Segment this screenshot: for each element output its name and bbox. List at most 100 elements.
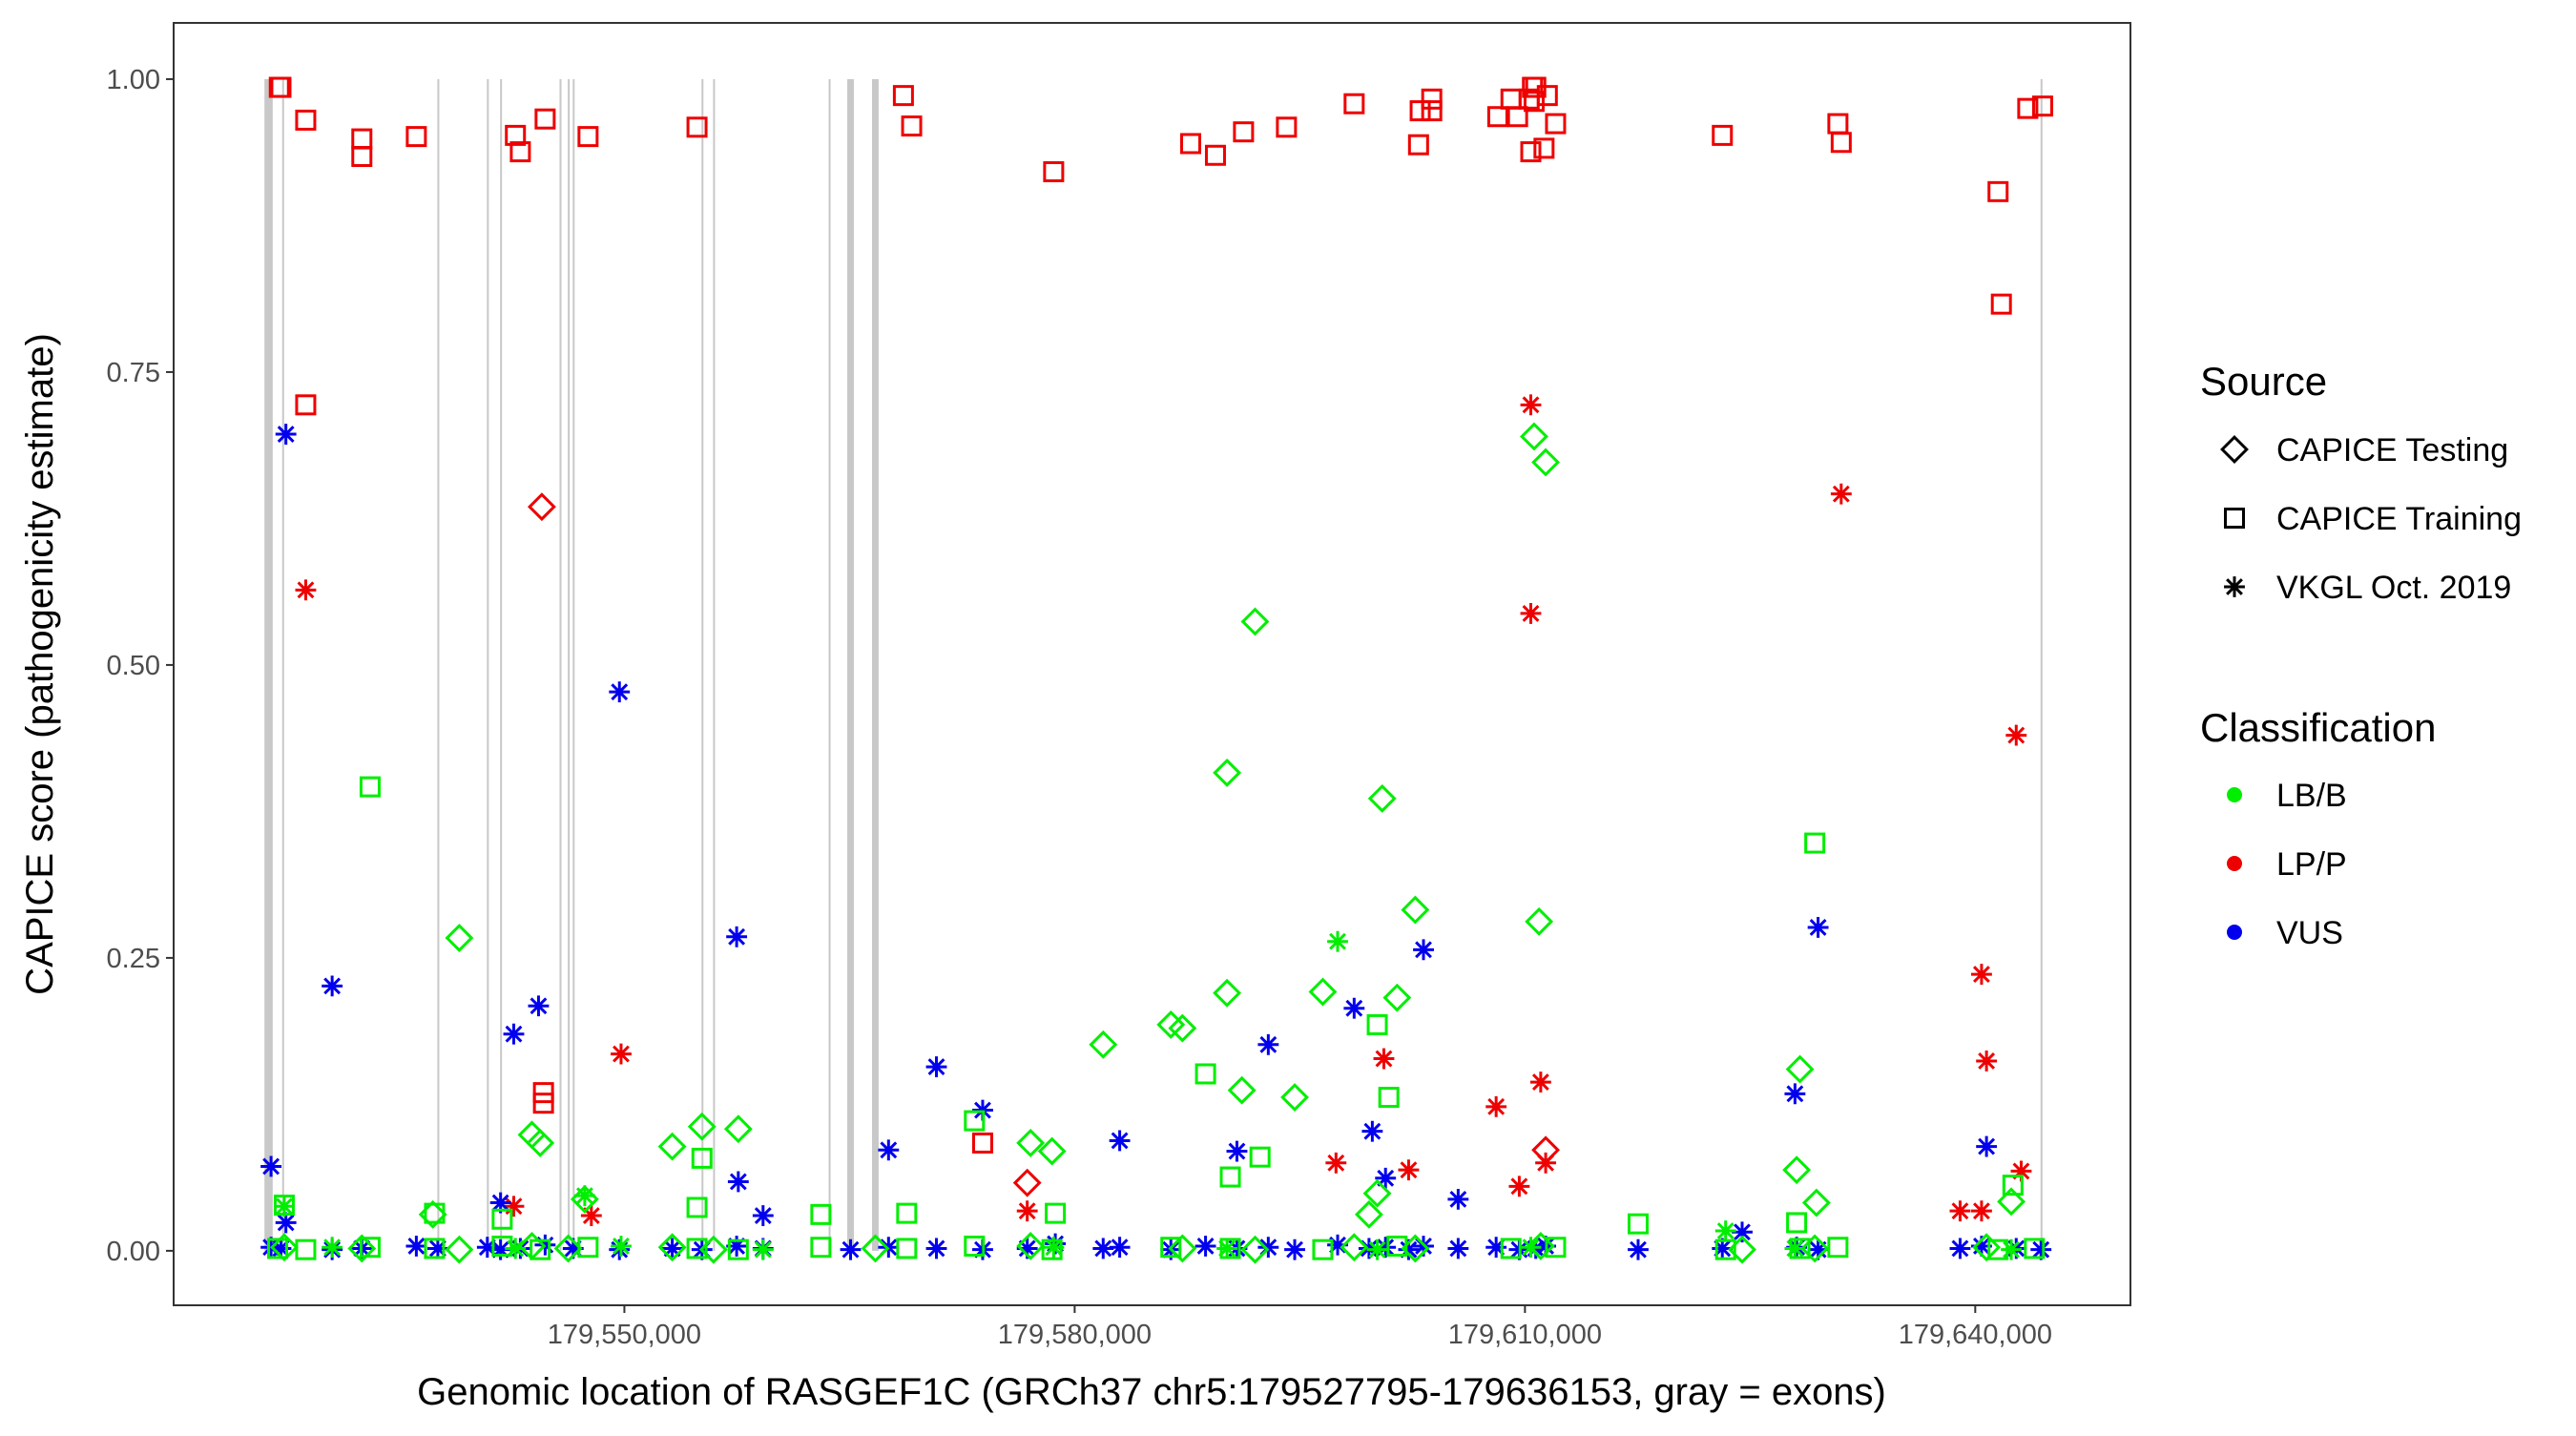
point-vkgl-oct-2019-vus: [1361, 1120, 1383, 1142]
point-capice-training-lpp: [1545, 113, 1567, 135]
legend-source-label: CAPICE Testing: [2276, 432, 2508, 468]
point-vkgl-oct-2019-vus: [878, 1237, 900, 1259]
point-vkgl-oct-2019-lpp: [1949, 1200, 1971, 1222]
point-vkgl-oct-2019-vus: [528, 995, 550, 1017]
point-vkgl-oct-2019-vus: [1257, 1237, 1279, 1259]
legend-source-title: Source: [2200, 359, 2327, 404]
point-vkgl-oct-2019-vus: [405, 1236, 427, 1257]
x-tick-label: 179,580,000: [998, 1320, 1152, 1350]
point-capice-testing-lpp: [1012, 1168, 1042, 1197]
point-capice-testing-lbb: [1520, 422, 1548, 451]
point-vkgl-oct-2019-vus: [878, 1139, 900, 1161]
point-capice-testing-lbb: [1531, 447, 1561, 477]
point-vkgl-oct-2019-vus: [1398, 1238, 1420, 1260]
point-capice-training-lpp: [892, 85, 914, 107]
point-vkgl-oct-2019-vus: [275, 1212, 297, 1234]
point-capice-testing-lbb: [1089, 1030, 1118, 1059]
point-capice-training-lpp: [1486, 106, 1508, 128]
point-vkgl-oct-2019-vus: [1016, 1238, 1038, 1259]
point-vkgl-oct-2019-vus: [1447, 1188, 1469, 1210]
point-capice-testing-lbb: [1785, 1054, 1815, 1084]
legend-dot-icon: [2227, 925, 2242, 940]
point-capice-testing-lbb: [445, 1235, 474, 1264]
point-capice-testing-lbb: [1168, 1013, 1197, 1043]
point-capice-testing-lbb: [1367, 783, 1397, 813]
point-vkgl-oct-2019-vus: [752, 1205, 774, 1226]
point-vkgl-oct-2019-vus: [726, 1236, 748, 1257]
point-capice-training-lpp: [1990, 293, 2012, 315]
y-tick-label: 0.00: [107, 1237, 160, 1267]
point-vkgl-oct-2019-lpp: [1325, 1152, 1347, 1174]
point-capice-training-lbb: [424, 1238, 446, 1259]
point-capice-testing-lbb: [1308, 977, 1338, 1007]
point-capice-training-lpp: [1421, 88, 1443, 110]
point-capice-training-lpp: [971, 1132, 993, 1154]
point-vkgl-oct-2019-lbb: [274, 1196, 295, 1217]
point-capice-training-lpp: [1523, 91, 1545, 113]
point-capice-training-lbb: [359, 776, 381, 798]
y-tick-label: 0.50: [107, 651, 160, 681]
legend-diamond-icon: [2220, 435, 2249, 464]
exon-band: [701, 78, 704, 1251]
point-vkgl-oct-2019-lbb: [611, 1236, 632, 1257]
point-capice-training-lbb: [491, 1208, 513, 1230]
point-capice-training-lbb: [2024, 1238, 2046, 1259]
point-vkgl-oct-2019-vus: [1257, 1033, 1279, 1055]
point-vkgl-oct-2019-vus: [1784, 1083, 1806, 1105]
legend-source-label: VKGL Oct. 2019: [2276, 570, 2511, 606]
point-vkgl-oct-2019-lpp: [1529, 1072, 1551, 1093]
point-capice-training-lpp: [2017, 97, 2039, 119]
point-vkgl-oct-2019-lbb: [505, 1238, 527, 1259]
point-capice-testing-lbb: [1340, 1233, 1369, 1262]
point-capice-testing-lbb: [1016, 1128, 1046, 1157]
point-vkgl-oct-2019-vus: [925, 1238, 947, 1259]
point-capice-testing-lbb: [1240, 607, 1270, 636]
exon-bands: [264, 78, 2043, 1251]
point-capice-testing-lbb: [1227, 1075, 1257, 1105]
point-vkgl-oct-2019-vus: [1949, 1238, 1971, 1259]
y-axis-ticks: 0.00 0.25 0.50 0.75 1.00: [107, 65, 174, 1267]
legend-classification-title: Classification: [2200, 705, 2436, 750]
point-capice-training-lbb: [1827, 1237, 1849, 1259]
point-vkgl-oct-2019-vus: [1447, 1238, 1469, 1259]
point-vkgl-oct-2019-lpp: [1535, 1152, 1556, 1174]
point-capice-training-lpp: [1343, 93, 1365, 114]
point-capice-training-lpp: [1276, 116, 1298, 138]
point-capice-training-lbb: [1366, 1013, 1388, 1035]
legend-classification-label: VUS: [2276, 915, 2343, 951]
point-capice-training-lbb: [1312, 1238, 1334, 1260]
exon-band: [828, 78, 831, 1251]
point-vkgl-oct-2019-lpp: [1971, 964, 1992, 986]
point-capice-training-lbb: [810, 1237, 832, 1259]
point-vkgl-oct-2019-lbb: [1043, 1237, 1065, 1259]
point-vkgl-oct-2019-vus: [1343, 997, 1365, 1019]
point-capice-training-lpp: [1204, 144, 1226, 166]
point-vkgl-oct-2019-lbb: [1714, 1220, 1736, 1241]
point-capice-testing-lbb: [657, 1132, 687, 1161]
point-vkgl-oct-2019-lbb: [322, 1237, 343, 1259]
point-vkgl-oct-2019-vus: [1971, 1236, 1992, 1257]
point-capice-training-lpp: [2031, 95, 2053, 117]
point-capice-training-lpp: [505, 124, 527, 146]
point-capice-training-lbb: [1195, 1063, 1216, 1085]
point-vkgl-oct-2019-lpp: [1976, 1051, 1998, 1072]
point-capice-training-lpp: [509, 141, 531, 163]
exon-band: [437, 78, 440, 1251]
point-vkgl-oct-2019-lbb: [1327, 930, 1348, 952]
point-vkgl-oct-2019-lbb: [1366, 1238, 1388, 1260]
point-capice-training-lbb: [267, 1238, 289, 1259]
point-capice-training-lpp: [534, 108, 556, 130]
point-capice-testing-lbb: [723, 1114, 753, 1144]
point-capice-training-lbb: [2002, 1175, 2024, 1197]
point-capice-training-lpp: [405, 126, 427, 148]
point-capice-testing-lbb: [1997, 1187, 2026, 1217]
point-vkgl-oct-2019-vus: [1092, 1238, 1114, 1259]
point-vkgl-oct-2019-vus: [1327, 1234, 1348, 1256]
exon-band: [500, 78, 503, 1251]
point-capice-training-lbb: [964, 1110, 986, 1132]
point-capice-testing-lbb: [1213, 758, 1242, 787]
legend-asterisk-icon: [2224, 576, 2245, 597]
point-capice-testing-lbb: [1972, 1233, 2002, 1262]
point-vkgl-oct-2019-lpp: [1520, 394, 1542, 416]
point-capice-testing-lbb: [1213, 978, 1242, 1008]
